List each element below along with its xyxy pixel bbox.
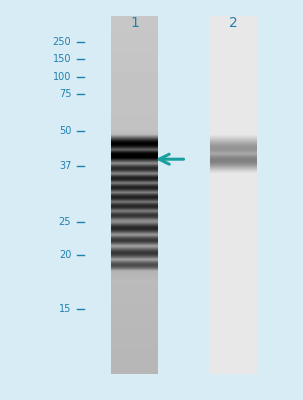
- Text: 1: 1: [130, 16, 139, 30]
- Text: 25: 25: [59, 217, 71, 227]
- Text: 50: 50: [59, 126, 71, 136]
- Text: 150: 150: [53, 54, 71, 64]
- Text: 20: 20: [59, 250, 71, 260]
- Text: 2: 2: [229, 16, 238, 30]
- Text: 100: 100: [53, 72, 71, 82]
- Text: 37: 37: [59, 161, 71, 171]
- Text: 15: 15: [59, 304, 71, 314]
- Text: 75: 75: [59, 89, 71, 99]
- Text: 250: 250: [53, 37, 71, 47]
